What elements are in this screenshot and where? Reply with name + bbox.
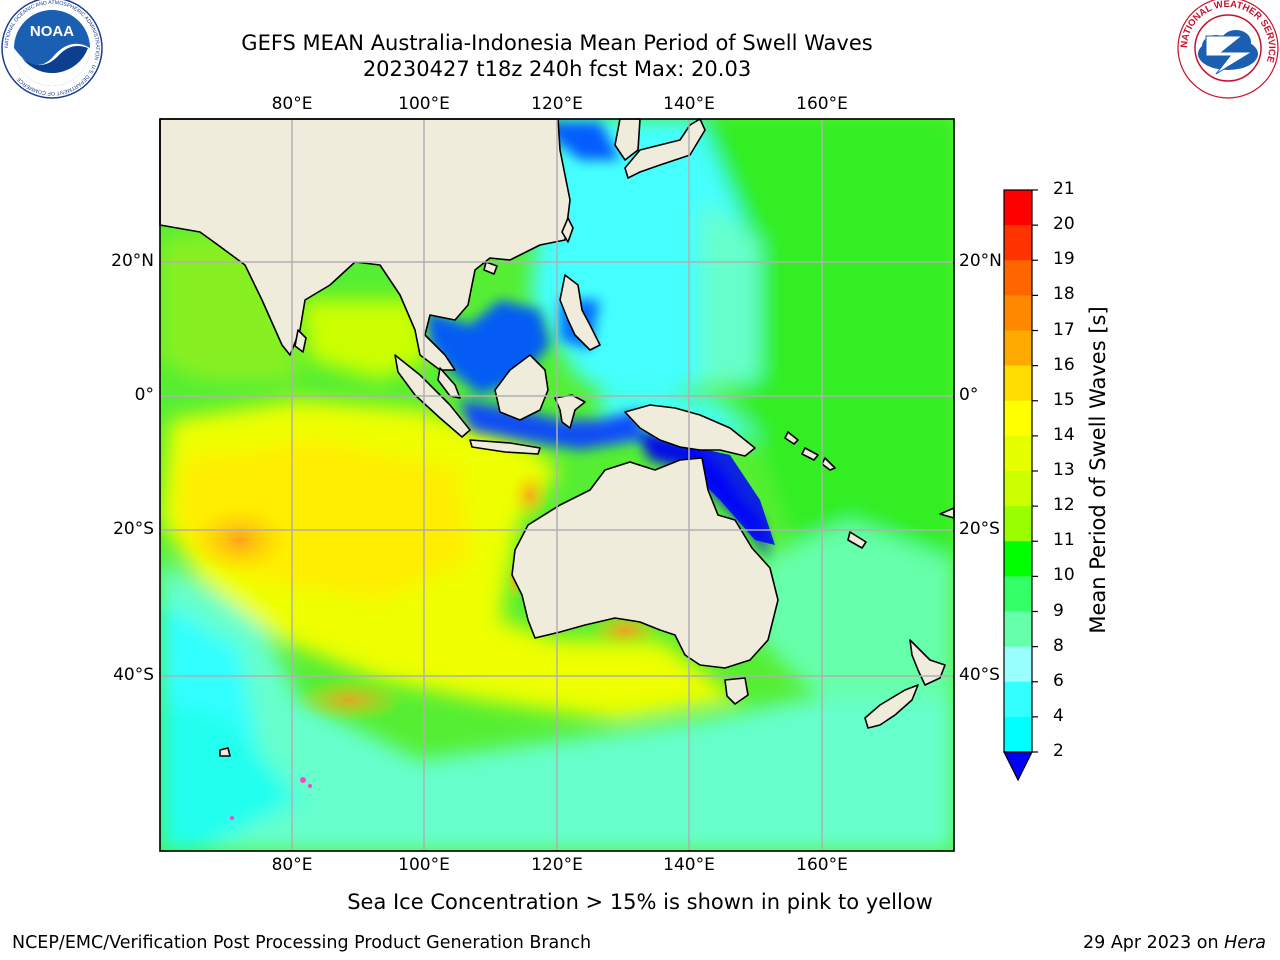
- land: [159, 118, 955, 757]
- colorbar-tick-label: 8: [1053, 635, 1064, 656]
- lon-label-top: 120°E: [531, 94, 583, 114]
- colorbar-tick-label: 14: [1053, 424, 1075, 445]
- colorbar-segment: [1004, 646, 1032, 683]
- noaa-logo-text: NOAA: [30, 23, 74, 40]
- colorbar-tick-label: 9: [1053, 600, 1064, 621]
- lat-label-left: 0°: [134, 385, 154, 405]
- colorbar-tick-label: 19: [1053, 249, 1075, 270]
- colorbar-segment: [1004, 190, 1032, 226]
- lon-label-bottom: 120°E: [531, 855, 583, 875]
- colorbar-tick-label: 13: [1053, 460, 1075, 480]
- colorbar-tick-label: 21: [1053, 179, 1075, 199]
- lon-label-bottom: 140°E: [663, 855, 715, 875]
- noaa-logo: NOAA NATIONAL OCEANIC AND ATMOSPHERIC AD…: [1, 0, 103, 99]
- colorbar-segment: [1004, 295, 1032, 331]
- lon-label-bottom: 80°E: [271, 855, 313, 875]
- nws-logo: NATIONAL WEATHER SERVICE: [1177, 0, 1279, 99]
- colorbar-segment: [1004, 330, 1032, 367]
- colorbar-segment: [1004, 541, 1032, 577]
- lat-label-left: 40°S: [113, 665, 154, 685]
- footer-date-text: 29 Apr 2023 on: [1083, 933, 1225, 953]
- colorbar-tick-label: 4: [1053, 705, 1064, 726]
- colorbar-label: Mean Period of Swell Waves [s]: [1086, 306, 1110, 634]
- colorbar-tick-label: 2: [1053, 741, 1064, 761]
- lon-label-top: 160°E: [796, 94, 848, 114]
- lon-label-top: 140°E: [663, 94, 715, 114]
- lon-label-top: 100°E: [398, 94, 450, 114]
- lon-label-bottom: 100°E: [398, 855, 450, 875]
- colorbar-segment: [1004, 681, 1032, 718]
- colorbar-tick-label: 11: [1053, 530, 1075, 551]
- new-zealand-north: [909, 639, 946, 686]
- asia-landmass: [159, 118, 571, 371]
- southern-ocean-cyan: [160, 560, 954, 851]
- colorbar-segment: [1004, 435, 1032, 472]
- colorbar-segment: [1004, 365, 1032, 402]
- lon-label-top: 80°E: [271, 94, 313, 114]
- colorbar-tick-label: 6: [1053, 670, 1064, 691]
- colorbar-segment: [1004, 471, 1032, 507]
- footer-credit: NCEP/EMC/Verification Post Processing Pr…: [12, 933, 592, 953]
- lon-label-bottom: 160°E: [796, 855, 848, 875]
- sea-ice-note: Sea Ice Concentration > 15% is shown in …: [347, 890, 933, 914]
- colorbar-tick-label: 16: [1053, 354, 1075, 375]
- australia: [511, 457, 779, 669]
- colorbar: [1003, 189, 1038, 782]
- colorbar-tick-label: 18: [1053, 284, 1075, 305]
- colorbar-tick-label: 10: [1053, 565, 1075, 586]
- lat-label-right: 40°S: [959, 665, 1000, 685]
- colorbar-segment: [1004, 611, 1032, 648]
- colorbar-tick-label: 15: [1053, 389, 1075, 410]
- swell-period-map: [159, 118, 955, 852]
- lat-label-left: 20°S: [113, 519, 154, 539]
- sea-ice-marker: [300, 777, 306, 783]
- colorbar-tick-label: 17: [1053, 319, 1075, 340]
- colorbar-segment: [1004, 260, 1032, 296]
- colorbar-segment: [1004, 506, 1032, 542]
- pacific-green-region: [700, 119, 954, 560]
- map-frame: [159, 118, 955, 852]
- arafura-sea-blue: [635, 430, 770, 560]
- lat-label-right: 0°: [959, 385, 979, 405]
- colorbar-tick-label: 20: [1053, 214, 1075, 235]
- colorbar-segment: [1004, 716, 1032, 753]
- chart-title-line2: 20230427 t18z 240h fcst Max: 20.03: [362, 57, 752, 81]
- chart-title-line1: GEFS MEAN Australia-Indonesia Mean Perio…: [241, 31, 873, 55]
- colorbar-segment: [1004, 225, 1032, 261]
- lat-label-left: 20°N: [111, 251, 154, 271]
- footer-host: Hera: [1224, 933, 1266, 953]
- new-zealand-south: [864, 684, 919, 729]
- footer-date: 29 Apr 2023 on Hera: [1083, 933, 1266, 953]
- colorbar-tick-label: 12: [1053, 495, 1075, 516]
- graticule: [160, 119, 954, 851]
- colorbar-segment: [1004, 400, 1032, 437]
- lat-label-right: 20°N: [959, 251, 1002, 271]
- new-guinea: [624, 404, 756, 457]
- colorbar-extend-arrow: [1003, 751, 1033, 782]
- lat-label-right: 20°S: [959, 519, 1000, 539]
- colorbar-segment: [1004, 576, 1032, 612]
